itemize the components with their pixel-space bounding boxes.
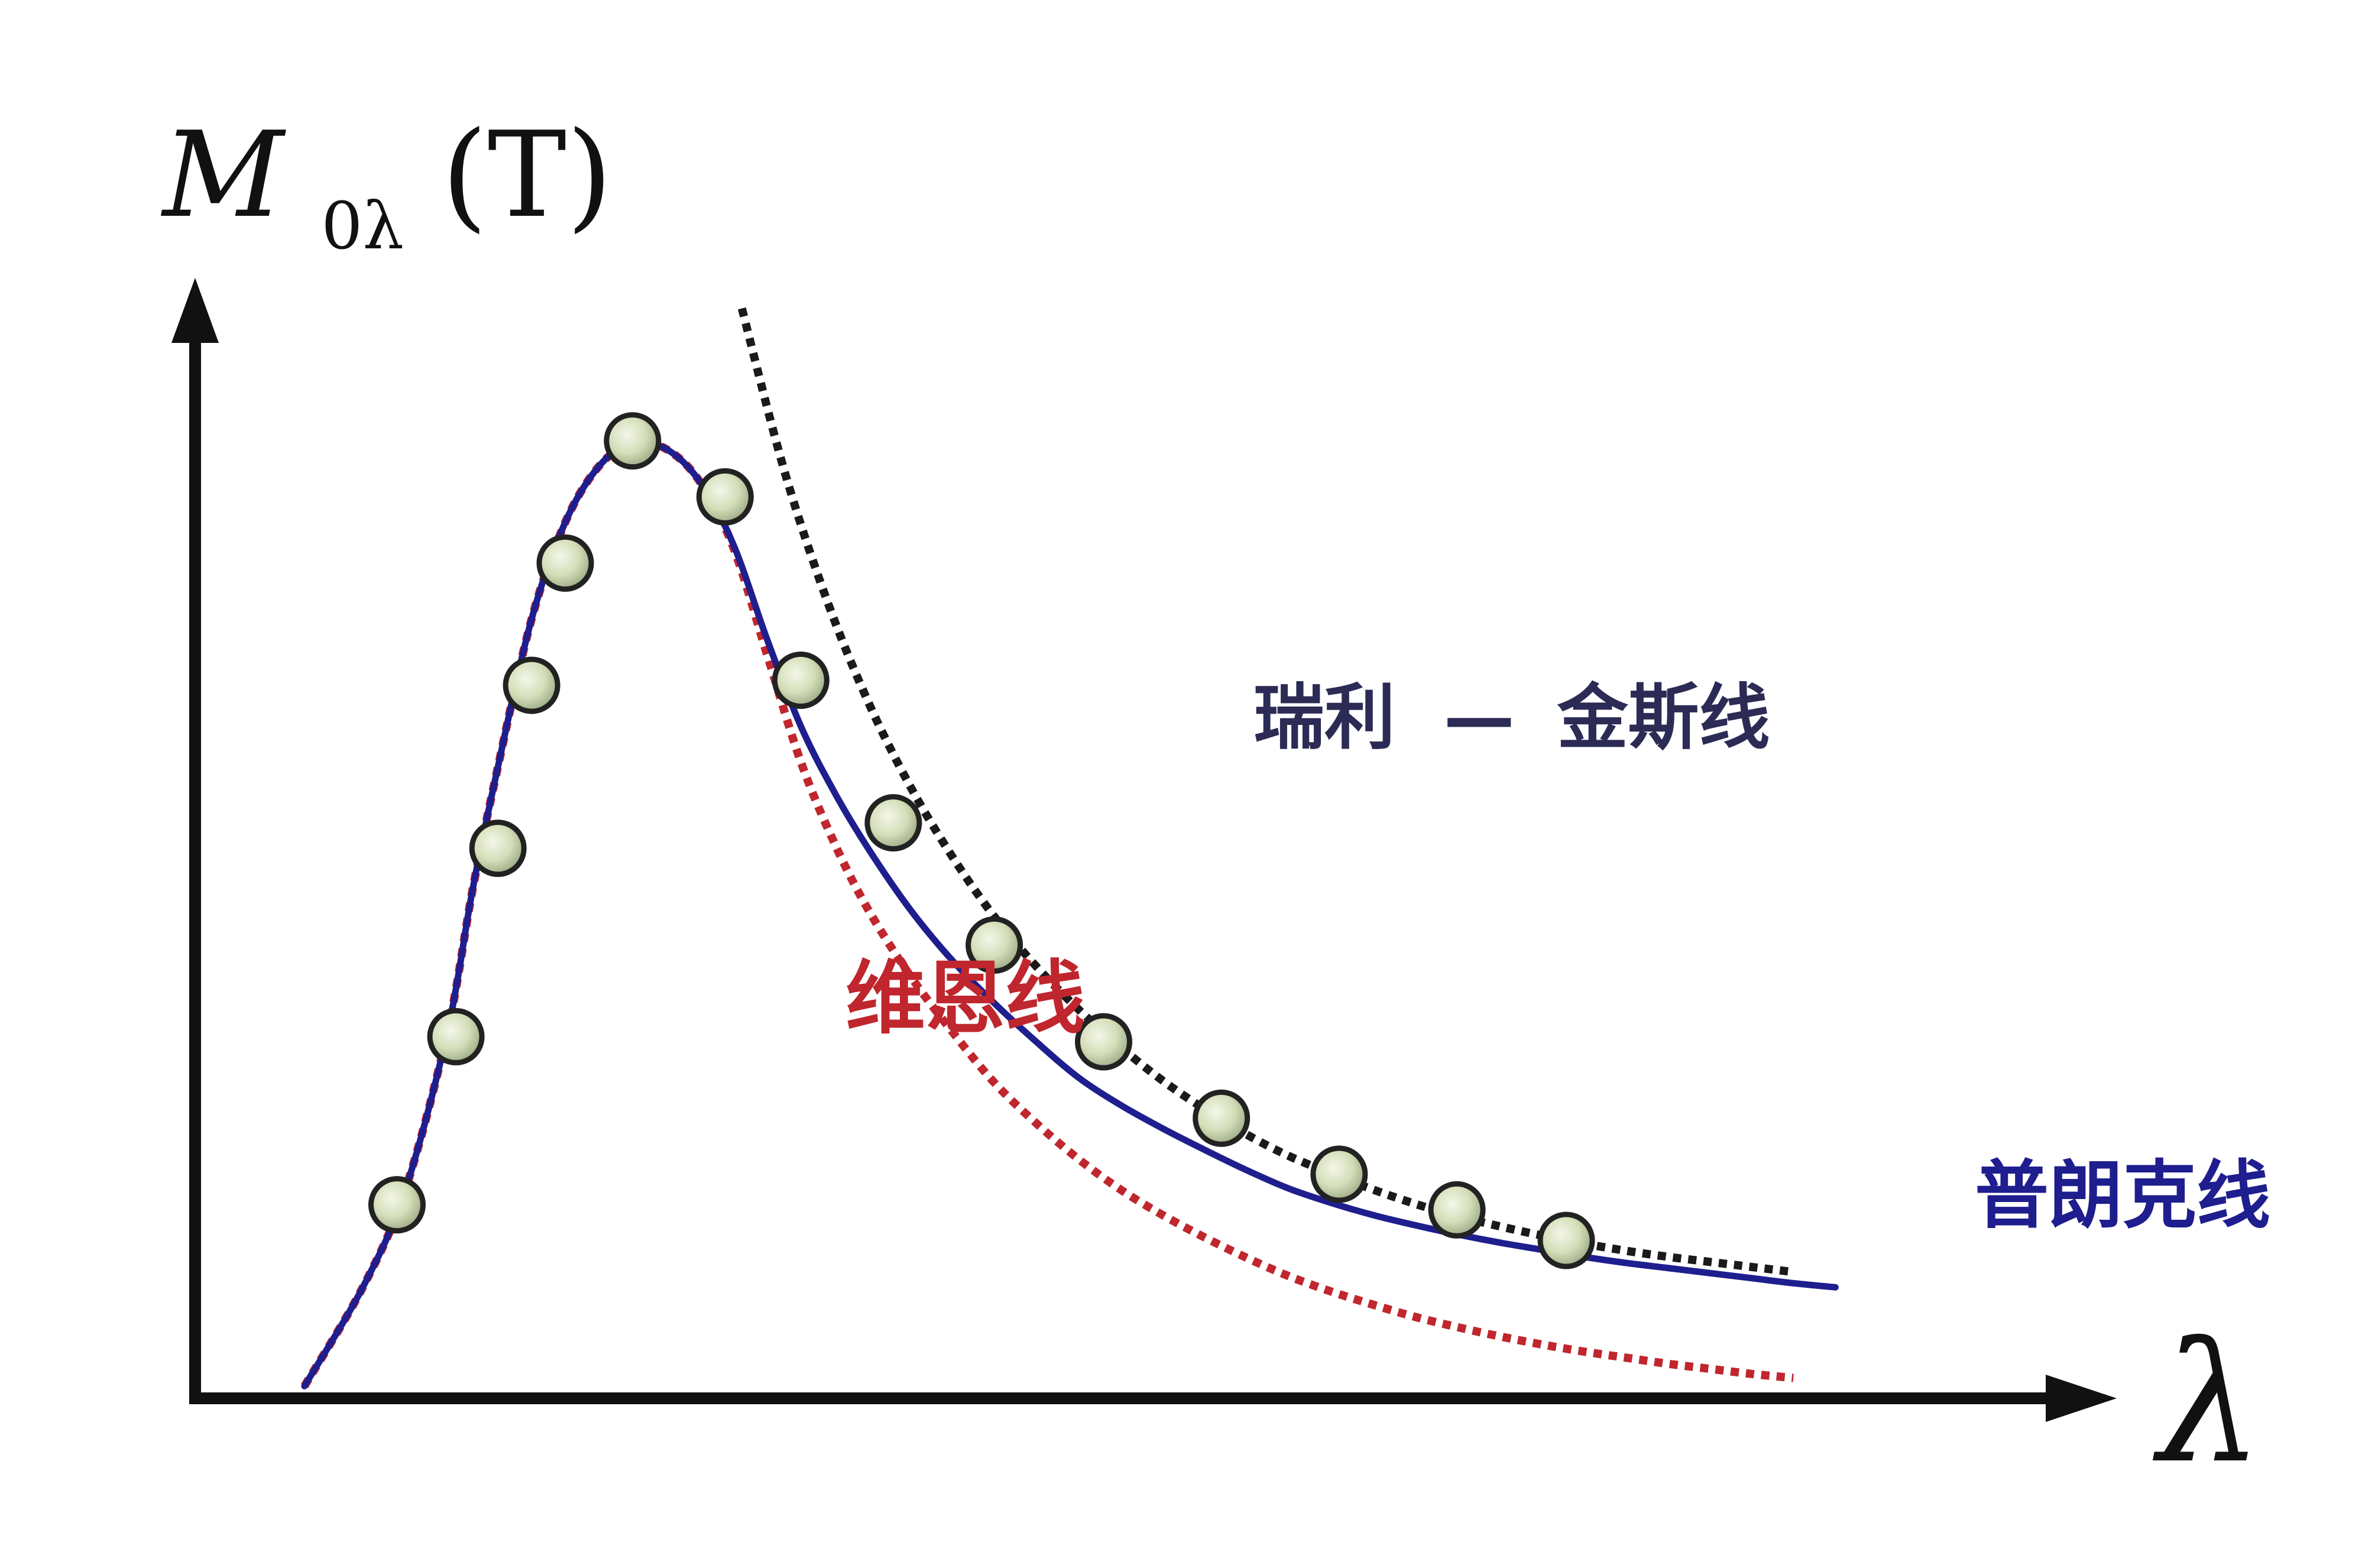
- experimental-data-point: [1075, 1013, 1133, 1071]
- experimental-data-point: [469, 819, 527, 877]
- experimental-data-point: [1428, 1181, 1486, 1239]
- axes: [171, 278, 2117, 1422]
- rayleigh-jeans-curve: [737, 307, 1794, 1277]
- wien-label: 维恩线: [845, 952, 1085, 1045]
- y-axis-label-base: M: [160, 106, 286, 244]
- series-layer: [300, 307, 1839, 1389]
- y-axis-arrow: [171, 278, 219, 343]
- x-axis-arrow: [2046, 1375, 2117, 1422]
- experimental-data-point: [604, 412, 662, 470]
- experimental-data-point: [368, 1176, 426, 1234]
- marker-layer: [368, 412, 1595, 1269]
- rayleigh-jeans-label-part-1: 瑞利: [1253, 677, 1395, 759]
- experimental-data-point: [966, 916, 1023, 974]
- experimental-data-point: [696, 468, 754, 526]
- rayleigh-jeans-label-part-2: —: [1444, 677, 1515, 759]
- experimental-data-point: [503, 656, 561, 714]
- experimental-data-point: [536, 534, 594, 592]
- experimental-data-point: [1193, 1089, 1250, 1147]
- experimental-data-point: [1310, 1145, 1368, 1203]
- rayleigh-jeans-label: 瑞利 — 金斯线: [1253, 677, 1770, 759]
- y-axis-label-arg: (T): [442, 106, 613, 244]
- rayleigh-jeans-label-part-3: 金斯线: [1557, 677, 1770, 759]
- y-axis-label-subscript: 0λ: [321, 188, 404, 264]
- planck-label: 普朗克线: [1975, 1153, 2270, 1239]
- wien-curve: [300, 438, 1794, 1388]
- experimental-data-point: [772, 651, 830, 709]
- experimental-data-point: [427, 1007, 485, 1065]
- experimental-data-point: [1537, 1211, 1595, 1269]
- y-axis-label: M 0λ (T): [160, 106, 613, 277]
- planck-curve: [301, 438, 1839, 1389]
- experimental-data-point: [864, 794, 922, 852]
- x-axis-label: λ: [2150, 1307, 2263, 1500]
